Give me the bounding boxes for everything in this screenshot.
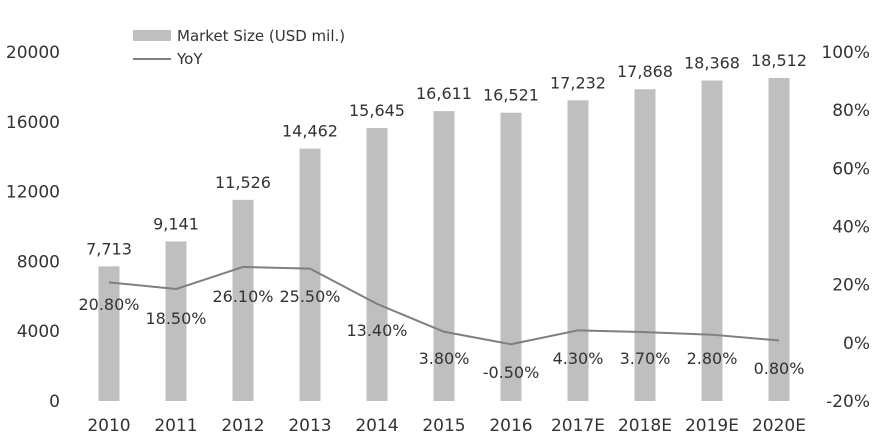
bar-label-2010: 7,713 — [86, 239, 132, 258]
yoy-line — [108, 265, 780, 346]
x-tick-2016: 2016 — [489, 416, 532, 436]
yoy-label-2014: 13.40% — [346, 321, 407, 340]
bar-data-labels: 7,713 9,141 11,526 14,462 15,645 16,611 16,521… — [86, 51, 807, 258]
right-axis: -20% 0% 20% 40% 60% 80% 100% — [821, 43, 870, 412]
bar-label-2011: 9,141 — [153, 214, 199, 233]
x-tick-2011: 2011 — [154, 416, 197, 436]
yoy-label-2011: 18.50% — [145, 309, 206, 328]
bar-2019E — [701, 80, 723, 402]
bar-2012 — [232, 199, 254, 401]
legend-label-line: YoY — [176, 50, 203, 68]
bar-label-2018E: 17,868 — [617, 62, 673, 81]
y2-tick--20%: -20% — [826, 392, 870, 412]
y-tick-16000: 16000 — [6, 113, 60, 133]
yoy-label-2012: 26.10% — [212, 287, 273, 306]
x-tick-2019E: 2019E — [685, 416, 739, 436]
y2-tick-0%: 0% — [843, 334, 870, 354]
yoy-label-2019E: 2.80% — [687, 349, 738, 368]
bar-2011 — [165, 241, 187, 401]
x-tick-2013: 2013 — [288, 416, 331, 436]
x-tick-2017E: 2017E — [551, 416, 605, 436]
bar-2013 — [299, 148, 321, 401]
legend-label-bar: Market Size (USD mil.) — [177, 27, 345, 45]
bar-label-2016: 16,521 — [483, 86, 539, 105]
line-series-yoy — [108, 265, 780, 346]
yoy-label-2015: 3.80% — [419, 349, 470, 368]
x-axis: 2010 2011 2012 2013 2014 2015 2016 2017E 2018E 20… — [87, 416, 806, 436]
y2-tick-60%: 60% — [832, 159, 870, 179]
y-tick-12000: 12000 — [6, 183, 60, 203]
y2-tick-40%: 40% — [832, 218, 870, 238]
x-tick-2012: 2012 — [221, 416, 264, 436]
y-tick-20000: 20000 — [6, 43, 60, 63]
bar-label-2019E: 18,368 — [684, 53, 740, 72]
bar-label-2020E: 18,512 — [751, 51, 807, 70]
x-tick-2015: 2015 — [422, 416, 465, 436]
x-tick-2014: 2014 — [355, 416, 398, 436]
yoy-label-2020E: 0.80% — [754, 359, 805, 378]
bar-series-market-size — [98, 77, 790, 402]
bar-label-2015: 16,611 — [416, 84, 472, 103]
bar-label-2012: 11,526 — [215, 173, 271, 192]
yoy-label-2010: 20.80% — [78, 295, 139, 314]
x-tick-2020E: 2020E — [752, 416, 806, 436]
y-tick-8000: 8000 — [17, 252, 60, 272]
x-tick-2010: 2010 — [87, 416, 130, 436]
bar-2018E — [634, 89, 656, 401]
y-tick-4000: 4000 — [17, 322, 60, 342]
legend-swatch-bar — [133, 30, 171, 41]
bar-2014 — [366, 127, 388, 401]
y-tick-0: 0 — [49, 392, 60, 412]
bar-label-2014: 15,645 — [349, 101, 405, 120]
line-data-labels: 20.80% 18.50% 26.10% 25.50% 13.40% 3.80% -0.50… — [78, 287, 804, 382]
bar-label-2017E: 17,232 — [550, 73, 606, 92]
y2-tick-20%: 20% — [832, 276, 870, 296]
bar-2010 — [98, 266, 120, 401]
yoy-label-2016: -0.50% — [483, 363, 540, 382]
yoy-label-2017E: 4.30% — [553, 349, 604, 368]
y2-tick-80%: 80% — [832, 101, 870, 121]
bar-2017E — [567, 100, 589, 401]
bar-2020E — [768, 77, 790, 401]
yoy-label-2018E: 3.70% — [620, 349, 671, 368]
legend: Market Size (USD mil.) YoY — [133, 27, 345, 68]
left-axis: 0 4000 8000 12000 16000 20000 — [6, 43, 60, 412]
bar-label-2013: 14,462 — [282, 122, 338, 141]
x-tick-2018E: 2018E — [618, 416, 672, 436]
yoy-label-2013: 25.50% — [279, 287, 340, 306]
bar-2016 — [500, 112, 522, 401]
y2-tick-100%: 100% — [821, 43, 870, 63]
